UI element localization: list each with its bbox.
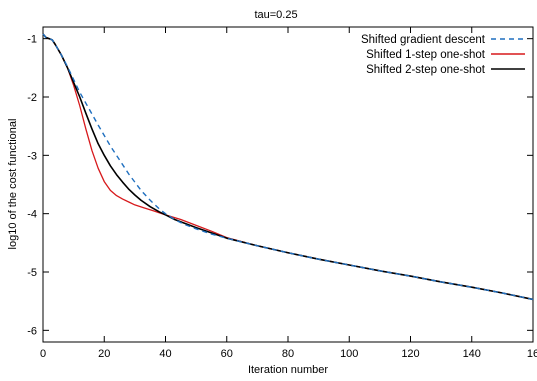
chart-title: tau=0.25 [254, 9, 297, 21]
series-line-3 [42, 33, 534, 301]
y-tick-label: -6 [27, 325, 37, 337]
y-tick-label: -2 [27, 92, 37, 104]
x-tick-label: 80 [282, 348, 294, 360]
y-tick-label: -1 [27, 34, 37, 46]
series-line-1 [42, 33, 534, 301]
series-lines [42, 33, 534, 301]
x-axis-title: Iteration number [248, 364, 328, 376]
x-tick-label: 40 [159, 348, 171, 360]
legend-label-1: Shifted gradient descent [361, 34, 486, 46]
x-tick-label: 0 [40, 348, 46, 360]
x-tick-label: 100 [340, 348, 358, 360]
x-tick-label: 120 [401, 348, 419, 360]
legend: Shifted gradient descent Shifted 1-step o… [361, 34, 525, 76]
x-tick-label: 60 [221, 348, 233, 360]
legend-label-2: Shifted 1-step one-shot [366, 49, 486, 61]
x-tick-label: 140 [463, 348, 481, 360]
y-tick-label: -3 [27, 150, 37, 162]
legend-label-3: Shifted 2-step one-shot [366, 64, 486, 76]
y-tick-label: -5 [27, 267, 37, 279]
x-tick-label: 20 [98, 348, 110, 360]
tick-labels: 0 20 40 60 80 100 120 140 16 -6 -5 -4 -3 -2 -1 [27, 34, 537, 360]
y-tick-label: -4 [27, 209, 37, 221]
x-tick-label: 16 [527, 348, 537, 360]
axis-ticks [42, 27, 534, 342]
y-axis-title: log10 of the cost functional [7, 119, 19, 250]
